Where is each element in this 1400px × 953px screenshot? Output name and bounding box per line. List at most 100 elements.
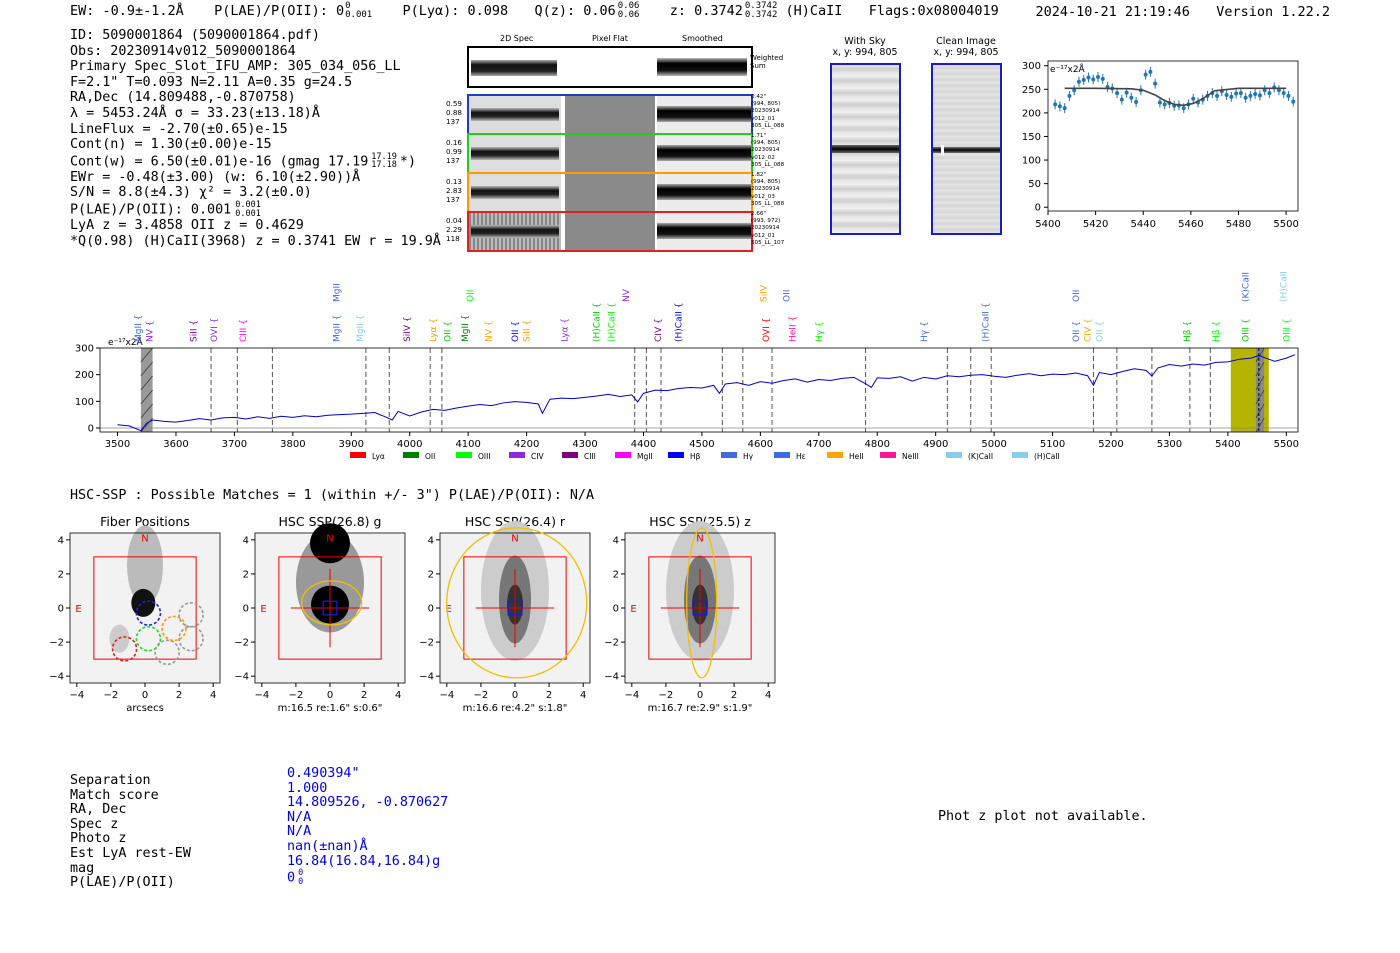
emission-line-label: SiII {	[523, 320, 533, 342]
hsc-panel-title: HSC SSP(26.8) g	[279, 514, 382, 529]
spectrum-x-tick-label: 4500	[689, 439, 714, 450]
emission-line-label: OII {	[1072, 321, 1082, 342]
hsc-x-tick-label: −4	[624, 690, 639, 701]
spectrum-x-tick-label: 3700	[222, 439, 247, 450]
cutout-clean-image	[931, 63, 1002, 235]
spectrum-x-tick-label: 4600	[748, 439, 773, 450]
info-id: ID: 5090001864 (5090001864.pdf)	[70, 28, 320, 43]
match-value-radec: 14.809526, -0.870627	[287, 795, 449, 811]
search-box	[93, 556, 197, 660]
spectrum-x-tick-label: 5200	[1098, 439, 1123, 450]
match-value-lyaew: nan(±nan)Å	[287, 838, 368, 854]
zoom-data-point	[1276, 88, 1281, 93]
zoom-data-point	[1215, 93, 1220, 98]
emission-line-label: SiIV {	[403, 316, 413, 342]
spectrum-line	[117, 354, 1296, 432]
zoom-data-point	[1224, 92, 1229, 97]
emission-line-label: OVI {	[210, 318, 220, 342]
header-qz: Q(z): 0.06	[534, 3, 616, 19]
zoom-y-tick-label: 50	[1028, 179, 1041, 190]
source-ellipse	[301, 580, 363, 626]
zoom-data-point	[1248, 93, 1253, 98]
emission-line-label: OIII {	[1282, 318, 1292, 342]
zoom-axes-frame	[1047, 60, 1299, 212]
header-plae: P(LAE)/P(OII): 0	[214, 3, 345, 19]
zoom-data-point	[1072, 88, 1077, 93]
stamp-header-2d: 2D Spec	[500, 34, 534, 43]
cutout-with-sky-title: With Sky	[844, 36, 886, 47]
emission-line-label: CIII {	[239, 319, 249, 342]
zoom-y-tick-label: 0	[1035, 203, 1041, 214]
emission-line-label: NV {	[485, 321, 495, 342]
legend-swatch	[774, 452, 790, 458]
hsc-title: HSC-SSP : Possible Matches = 1 (within +…	[70, 488, 595, 503]
spectrum-y-tick-label: 0	[88, 424, 94, 435]
info-contn: Cont(n) = 1.30(±0.00)e-15	[70, 137, 272, 153]
info-lineflux: LineFlux = -2.70(±0.65)e-15	[70, 121, 288, 137]
header-qz-sup: 0.06	[617, 1, 640, 11]
hsc-x-tick-label: −2	[104, 690, 119, 701]
emission-line-label: OII {	[511, 321, 521, 342]
hsc-x-tick-label: 0	[512, 690, 518, 701]
zoom-data-point	[1181, 106, 1186, 111]
spectrum-x-tick-label: 4300	[572, 439, 597, 450]
match-values: 0.490394" 1.000 14.809526, -0.870627 N/A…	[287, 766, 449, 886]
emission-line-label: (H)CaII {	[675, 303, 685, 343]
match-value-separation: 0.490394"	[287, 766, 360, 781]
zoom-data-point	[1086, 75, 1091, 80]
spectrum-x-tick-label: 4200	[514, 439, 539, 450]
legend-swatch	[509, 452, 525, 458]
hsc-y-tick-label: 0	[613, 604, 619, 615]
zoom-y-tick-label: 300	[1022, 61, 1041, 72]
zoom-data-point	[1129, 95, 1134, 100]
spectrum-x-tick-label: 5400	[1215, 439, 1240, 450]
mask-hatch	[140, 347, 153, 363]
hsc-x-tick-label: 2	[731, 690, 737, 701]
zoom-data-point	[1062, 106, 1067, 111]
north-label: N	[326, 534, 333, 545]
hsc-galaxy-halo	[127, 525, 163, 606]
zoom-model-fit	[1064, 87, 1287, 107]
spectrum-x-tick-label: 3500	[105, 439, 130, 450]
legend-label: Lyα	[372, 452, 385, 461]
spectrum-y-tick-label: 100	[75, 397, 94, 408]
cutout-clean: Clean Image x, y: 994, 805	[925, 36, 1007, 58]
match-value-score: 1.000	[287, 780, 328, 796]
legend-label: OII	[425, 452, 435, 461]
header-zline: (H)CaII	[785, 3, 843, 19]
info-plae: P(LAE)/P(OII): 0.001	[70, 202, 232, 218]
emission-line-label: OII {	[1095, 321, 1105, 342]
zoom-data-point	[1081, 77, 1086, 82]
zoom-data-point	[1119, 97, 1124, 102]
info-fta: F=2.1" T=0.093 N=2.11 A=0.35 g=24.5	[70, 74, 353, 90]
spectrum-x-tick-label: 5300	[1157, 439, 1182, 450]
search-box	[648, 556, 752, 660]
hsc-y-tick-label: −2	[419, 638, 434, 649]
legend-swatch	[721, 452, 737, 458]
cutout-with-sky-image	[830, 63, 901, 235]
hsc-y-tick-label: −4	[234, 672, 249, 683]
spectrum-x-tick-label: 4900	[923, 439, 948, 450]
zoom-x-tick-label: 5400	[1035, 219, 1060, 230]
emission-line-label: MgII {	[461, 315, 471, 342]
header-z-sub: 0.3742	[744, 10, 778, 20]
line-center-hatch	[1255, 389, 1265, 405]
mask-hatch	[140, 375, 153, 391]
hsc-x-tick-label: 4	[210, 690, 216, 701]
zoom-data-point	[1134, 100, 1139, 105]
stamp-row	[467, 172, 753, 213]
spectrum-x-tick-label: 3900	[339, 439, 364, 450]
zoom-data-point	[1096, 75, 1100, 80]
match-label-radec: RA, Dec	[70, 802, 127, 818]
info-contw: Cont(w) = 6.50(±0.01)e-16 (gmag 17.19	[70, 154, 369, 170]
emission-line-label: Lyα {	[561, 318, 571, 342]
stamp-row-meta: 0.42" (994, 805) 20230914 v012_01 305_LL_088	[751, 94, 785, 129]
match-label-score: Match score	[70, 787, 159, 803]
fiber-circle	[154, 639, 180, 666]
zoom-line-chart: 5400 5420 5440 5460 5480 5500 0 50 100 150 200 250 3…	[1022, 60, 1299, 230]
spectrum-x-tick-label: 4000	[397, 439, 422, 450]
zoom-data-point	[1286, 93, 1291, 98]
hsc-x-tick-label: −4	[439, 690, 454, 701]
zoom-data-point	[1124, 90, 1129, 95]
hsc-y-tick-label: 2	[243, 569, 249, 580]
